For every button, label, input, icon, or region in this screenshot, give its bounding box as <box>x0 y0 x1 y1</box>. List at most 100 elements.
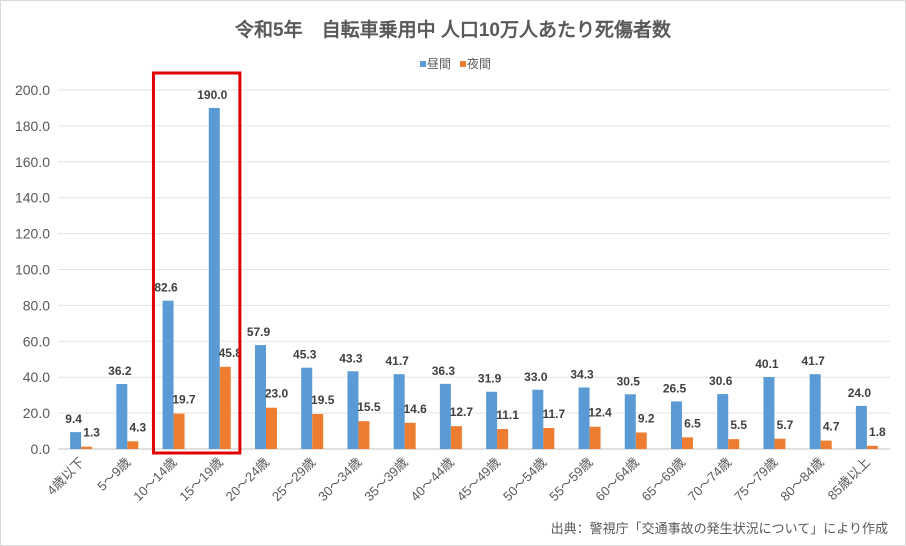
y-tick-label: 0.0 <box>31 441 51 457</box>
x-tick-label: 25～29歳 <box>269 455 318 504</box>
data-label: 11.7 <box>542 407 565 421</box>
legend-swatch-day <box>420 61 426 67</box>
data-label: 41.7 <box>801 354 825 368</box>
bar-night <box>312 413 324 449</box>
x-tick-label: 55～59歳 <box>546 455 595 504</box>
bar-night <box>589 426 601 449</box>
x-tick-label: 85歳以上 <box>825 455 873 503</box>
data-label: 9.4 <box>65 412 82 426</box>
bar-day <box>532 389 544 449</box>
data-label: 1.3 <box>83 426 100 440</box>
bar-night <box>635 432 647 449</box>
bar-night <box>81 446 93 449</box>
data-label: 15.5 <box>357 400 381 414</box>
bar-day <box>763 377 775 449</box>
data-label: 40.1 <box>755 357 779 371</box>
y-tick-label: 100.0 <box>15 262 50 278</box>
data-label: 9.2 <box>638 411 655 425</box>
legend-label-night: 夜間 <box>467 56 491 71</box>
bar-night <box>543 427 555 449</box>
source-note: 出典：警視庁「交通事故の発生状況について」により作成 <box>551 521 888 536</box>
y-tick-label: 200.0 <box>15 82 50 98</box>
bar-night <box>266 407 277 449</box>
bar-night <box>358 421 370 449</box>
bar-day <box>809 374 821 449</box>
bar-day <box>116 384 128 449</box>
bar-night <box>497 429 509 449</box>
x-tick-label: 30～34歳 <box>315 455 364 504</box>
bar-day <box>301 367 313 449</box>
x-tick-label: 65～69歳 <box>639 455 688 504</box>
y-tick-label: 60.0 <box>23 333 50 349</box>
bar-day <box>393 374 405 449</box>
chart-title: 令和5年 自転車乗用中 人口10万人あたり死傷者数 <box>235 18 672 41</box>
bar-day <box>208 107 220 449</box>
data-label: 36.2 <box>108 364 132 378</box>
bar-day <box>255 345 266 449</box>
legend-label-day: 昼間 <box>427 57 451 71</box>
data-label: 30.5 <box>617 374 641 388</box>
data-label: 57.9 <box>247 325 271 339</box>
y-tick-label: 80.0 <box>23 297 50 313</box>
x-tick-label: 50～54歳 <box>500 455 549 504</box>
x-tick-label: 15～19歳 <box>176 455 225 504</box>
bar-night <box>728 439 740 449</box>
data-label: 36.3 <box>432 364 456 378</box>
data-label: 5.7 <box>777 418 794 432</box>
x-tick-label: 40～44歳 <box>408 455 457 504</box>
data-label: 190.0 <box>197 88 227 102</box>
y-tick-label: 180.0 <box>15 118 50 134</box>
data-label: 6.5 <box>684 416 701 430</box>
highlight-box <box>151 71 242 455</box>
data-label: 26.5 <box>663 381 687 395</box>
data-label: 11.1 <box>496 408 519 422</box>
y-tick-label: 160.0 <box>15 154 50 170</box>
data-label: 14.6 <box>403 402 427 416</box>
bar-day <box>439 383 451 449</box>
x-tick-label: 60～64歳 <box>592 455 641 504</box>
data-label: 24.0 <box>848 386 872 400</box>
legend: 昼間 夜間 <box>420 56 491 71</box>
data-label: 12.7 <box>450 405 474 419</box>
bar-night <box>682 437 693 449</box>
bar-day <box>855 405 867 449</box>
bar-day <box>486 391 498 449</box>
data-label: 45.8 <box>219 346 243 360</box>
x-tick-label: 45～49歳 <box>454 455 503 504</box>
bar-day <box>347 371 359 449</box>
x-tick-label: 80～84歳 <box>777 455 826 504</box>
bar-day <box>671 401 682 449</box>
data-label: 1.8 <box>869 425 886 439</box>
bar-day <box>70 432 82 449</box>
data-label: 45.3 <box>293 348 317 362</box>
bar-day <box>717 394 729 449</box>
data-label: 19.5 <box>311 393 335 407</box>
data-label: 82.6 <box>154 281 178 295</box>
data-label: 41.7 <box>385 354 409 368</box>
y-tick-label: 120.0 <box>15 226 50 242</box>
y-tick-label: 20.0 <box>23 405 50 421</box>
x-tick-label: 4歳以下 <box>44 455 87 498</box>
data-label: 34.3 <box>570 367 594 381</box>
data-label: 30.6 <box>709 374 733 388</box>
data-label: 5.5 <box>730 418 747 432</box>
data-label: 12.4 <box>588 406 612 420</box>
data-label: 23.0 <box>265 387 289 401</box>
bar-night <box>219 366 231 449</box>
data-label: 4.3 <box>129 420 146 434</box>
x-tick-label: 10～14歳 <box>130 455 179 504</box>
bar-day <box>578 387 590 449</box>
bar-night <box>127 441 139 449</box>
data-label: 19.7 <box>172 393 196 407</box>
bar-night <box>404 422 416 449</box>
data-label: 43.3 <box>339 351 363 365</box>
bar-night <box>173 413 185 449</box>
bar-night <box>820 440 832 449</box>
legend-swatch-night <box>460 61 466 67</box>
x-tick-label: 70～74歳 <box>685 455 734 504</box>
data-label: 4.7 <box>823 420 840 434</box>
x-tick-label: 35～39歳 <box>361 455 410 504</box>
x-tick-label: 75～79歳 <box>731 455 780 504</box>
data-label: 31.9 <box>478 372 502 386</box>
